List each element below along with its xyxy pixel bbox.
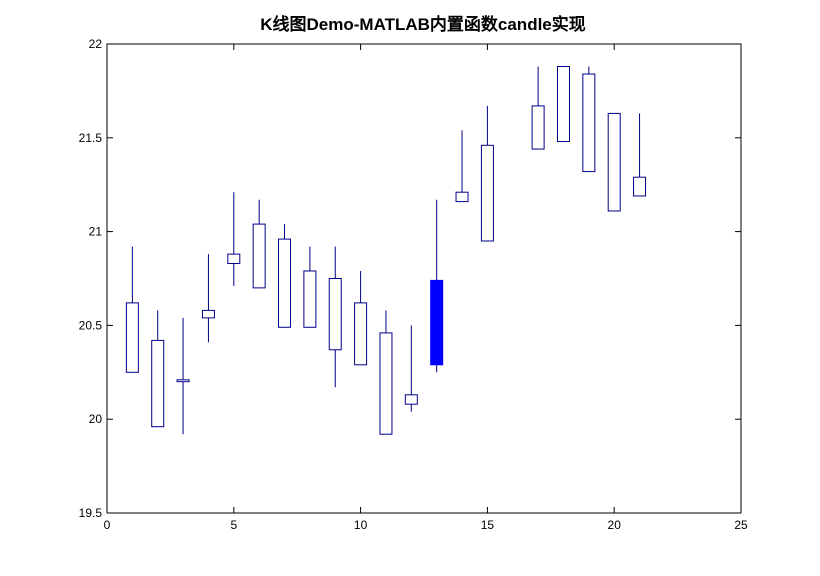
- candle-body: [227, 253, 241, 264]
- candle: [176, 317, 190, 435]
- y-tick-label: 22: [89, 37, 103, 51]
- candle-body: [404, 394, 418, 405]
- x-tick-label: 10: [354, 518, 368, 532]
- y-tick-label: 20: [89, 412, 103, 426]
- candle: [404, 325, 418, 412]
- candle: [379, 310, 393, 435]
- candle-body: [278, 238, 292, 328]
- candle: [633, 113, 647, 197]
- candle-body: [607, 112, 621, 212]
- x-tick-label: 5: [230, 518, 237, 532]
- candle: [582, 66, 596, 173]
- candle-body: [354, 302, 368, 366]
- candle-body: [303, 270, 317, 328]
- candle: [455, 130, 469, 203]
- candle: [531, 66, 545, 150]
- candle-body: [125, 302, 139, 373]
- candle-body: [455, 191, 469, 203]
- candle: [151, 310, 165, 428]
- candles-group: [125, 66, 647, 435]
- candle-body: [582, 73, 596, 173]
- x-tick-label: 0: [104, 518, 111, 532]
- candle-body: [430, 279, 444, 366]
- candle-body: [556, 66, 570, 143]
- x-tick-label: 20: [608, 518, 622, 532]
- chart-title: K线图Demo-MATLAB内置函数candle实现: [260, 14, 586, 34]
- candle: [278, 224, 292, 328]
- candle: [303, 246, 317, 328]
- y-tick-label: 21: [89, 225, 103, 239]
- candle: [252, 199, 266, 289]
- candle-body: [151, 339, 165, 428]
- candle: [125, 246, 139, 373]
- candle: [328, 246, 342, 388]
- candle: [201, 254, 215, 343]
- candle: [354, 270, 368, 366]
- x-tick-label: 25: [734, 518, 748, 532]
- candle-body: [176, 379, 190, 383]
- candle: [480, 105, 494, 242]
- y-tick-label: 21.5: [79, 131, 103, 145]
- y-tick-label: 19.5: [79, 506, 103, 520]
- plot-area: [106, 43, 742, 514]
- candle-body: [531, 105, 545, 150]
- axis-ticks: 0 5 10 15 20 25 19.5 20 20.5 21 21.5 22: [79, 37, 748, 532]
- x-tick-label: 15: [481, 518, 495, 532]
- candle-body: [379, 332, 393, 435]
- candle-body: [201, 309, 215, 319]
- y-tick-label: 20.5: [79, 318, 103, 332]
- candle-body: [480, 144, 494, 242]
- candle: [227, 192, 241, 287]
- candle: [556, 66, 570, 143]
- candle: [607, 112, 621, 212]
- candle-body: [633, 176, 647, 197]
- candle-body: [328, 278, 342, 351]
- candle: [430, 199, 444, 373]
- candle-body: [252, 223, 266, 289]
